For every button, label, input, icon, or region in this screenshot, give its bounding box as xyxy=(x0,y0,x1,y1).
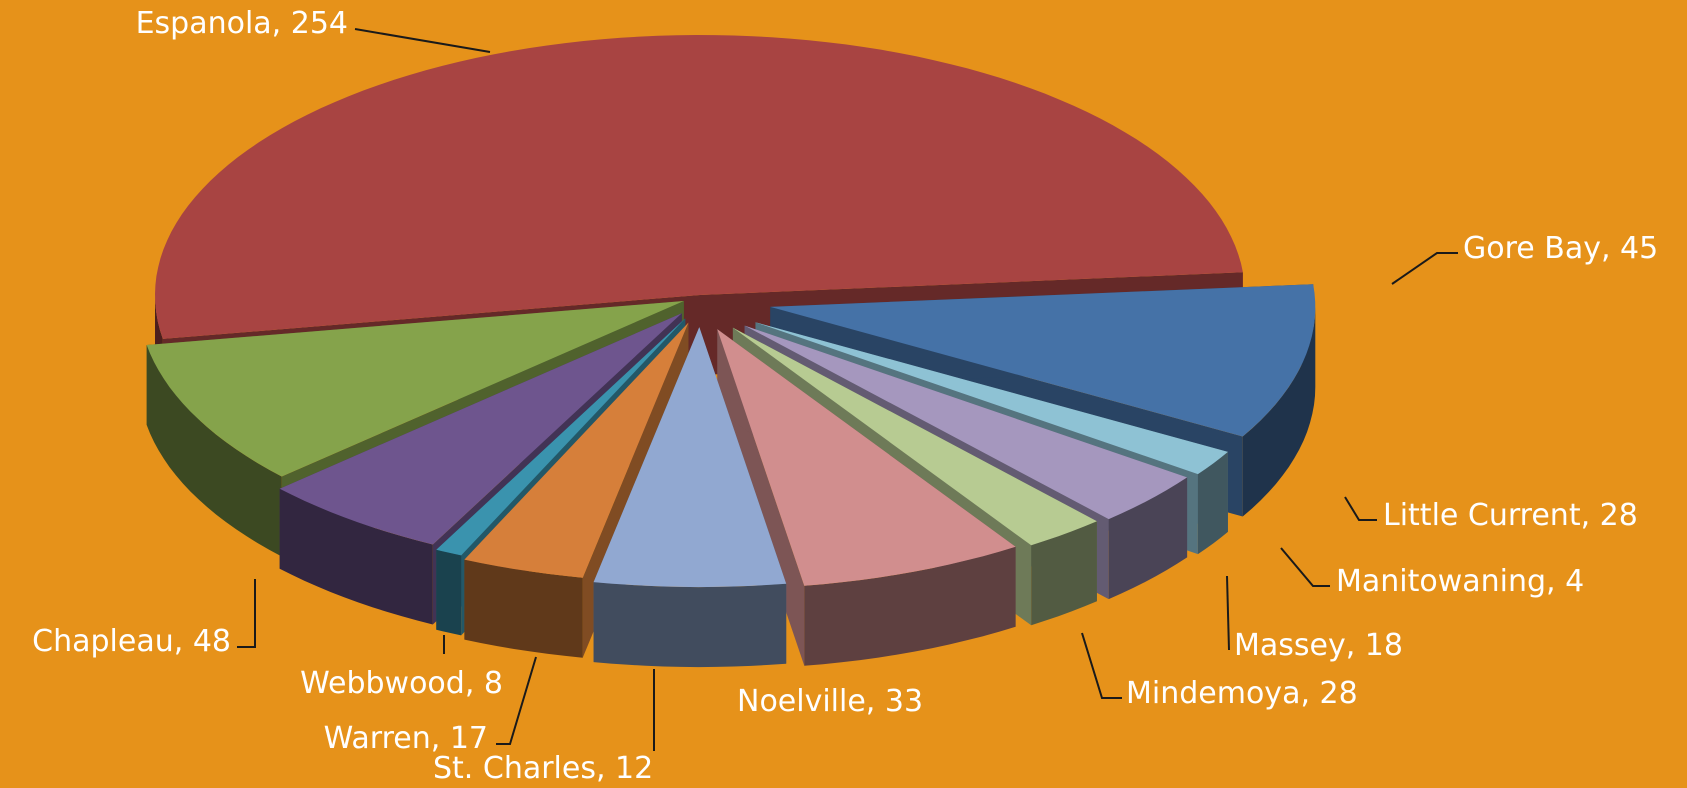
leader-line-manitowaning xyxy=(1280,547,1330,587)
leader-line-warren xyxy=(496,656,537,745)
data-label-noelville: Noelville, 33 xyxy=(737,684,923,719)
data-label-webbwood: Webbwood, 8 xyxy=(300,666,503,701)
data-label-warren: Warren, 17 xyxy=(324,721,488,756)
data-label-gore-bay: Gore Bay, 45 xyxy=(1463,231,1658,266)
pie-slices xyxy=(146,35,1316,668)
data-label-little-current: Little Current, 28 xyxy=(1383,498,1638,533)
data-labels: Espanola, 254 Gore Bay, 45 Little Current,… xyxy=(32,6,1658,786)
data-label-chapleau: Chapleau, 48 xyxy=(32,624,231,659)
data-label-st-charles: St. Charles, 12 xyxy=(433,751,653,786)
pie-slice-noelville xyxy=(717,329,1016,666)
leader-line-gore-bay xyxy=(1391,252,1458,285)
leader-line-chapleau xyxy=(237,579,256,648)
data-label-massey: Massey, 18 xyxy=(1234,628,1403,663)
leader-line-mindemoya xyxy=(1081,632,1122,699)
data-label-mindemoya: Mindemoya, 28 xyxy=(1126,676,1358,711)
leader-lines xyxy=(237,28,1458,751)
data-label-espanola: Espanola, 254 xyxy=(136,6,348,41)
pie-slice-mindemoya xyxy=(593,327,787,668)
leader-line-espanola xyxy=(354,28,491,53)
leader-line-little-current xyxy=(1344,496,1377,521)
data-label-manitowaning: Manitowaning, 4 xyxy=(1336,564,1584,599)
leader-line-massey xyxy=(1226,575,1230,651)
